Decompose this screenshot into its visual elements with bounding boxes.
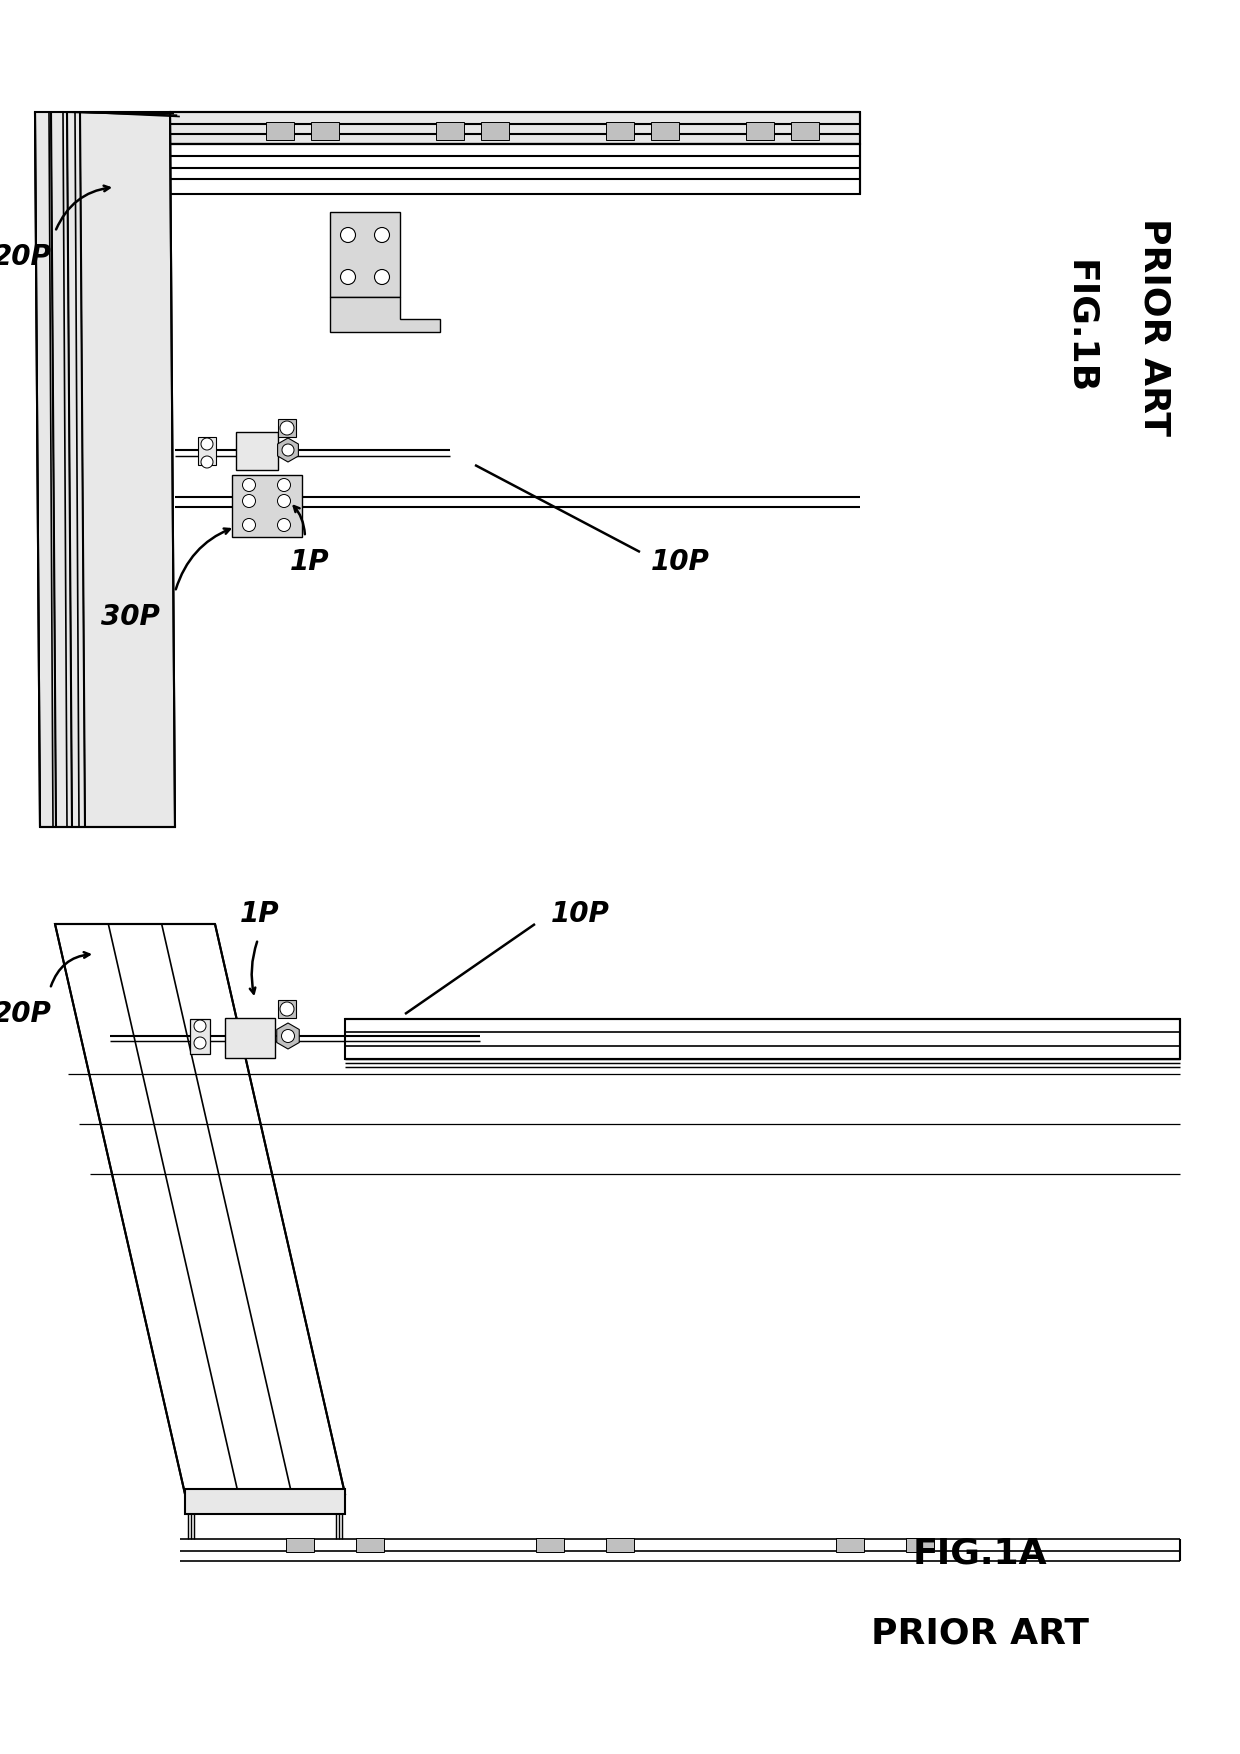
Circle shape — [243, 479, 255, 491]
Circle shape — [278, 479, 290, 491]
Text: 20P: 20P — [0, 244, 51, 272]
Text: 10P: 10P — [651, 547, 709, 575]
Text: 30P: 30P — [100, 603, 160, 631]
Circle shape — [243, 519, 255, 531]
Polygon shape — [190, 1019, 210, 1054]
Text: PRIOR ART: PRIOR ART — [1138, 217, 1172, 437]
Polygon shape — [236, 431, 278, 470]
Polygon shape — [606, 123, 634, 140]
Polygon shape — [436, 123, 464, 140]
Polygon shape — [536, 1538, 564, 1552]
Polygon shape — [170, 144, 861, 195]
Polygon shape — [278, 1000, 296, 1017]
Polygon shape — [224, 1017, 275, 1058]
Polygon shape — [791, 123, 818, 140]
Text: FIG.1B: FIG.1B — [1063, 260, 1097, 395]
Polygon shape — [55, 924, 345, 1494]
Circle shape — [341, 270, 356, 284]
Polygon shape — [286, 1538, 314, 1552]
Circle shape — [243, 495, 255, 507]
Polygon shape — [232, 475, 303, 537]
Text: 10P: 10P — [551, 900, 609, 928]
Polygon shape — [330, 212, 401, 296]
Polygon shape — [35, 112, 175, 826]
Polygon shape — [198, 437, 216, 465]
Polygon shape — [278, 419, 296, 437]
Circle shape — [374, 228, 389, 242]
Circle shape — [280, 1002, 294, 1016]
Text: 1P: 1P — [241, 900, 280, 928]
Polygon shape — [267, 123, 294, 140]
Circle shape — [201, 438, 213, 451]
Polygon shape — [906, 1538, 934, 1552]
Circle shape — [374, 270, 389, 284]
Circle shape — [193, 1037, 206, 1049]
Circle shape — [278, 495, 290, 507]
Circle shape — [281, 444, 294, 456]
Polygon shape — [185, 1489, 345, 1514]
Circle shape — [193, 1021, 206, 1031]
Polygon shape — [651, 123, 680, 140]
Polygon shape — [481, 123, 508, 140]
Polygon shape — [606, 1538, 634, 1552]
Text: PRIOR ART: PRIOR ART — [870, 1617, 1089, 1651]
Polygon shape — [311, 123, 339, 140]
Text: 1P: 1P — [290, 547, 330, 575]
Polygon shape — [356, 1538, 384, 1552]
Polygon shape — [278, 438, 299, 461]
Polygon shape — [330, 296, 440, 332]
Circle shape — [280, 421, 294, 435]
Polygon shape — [746, 123, 774, 140]
Circle shape — [341, 228, 356, 242]
Polygon shape — [277, 1023, 299, 1049]
Text: FIG.1A: FIG.1A — [913, 1537, 1048, 1572]
Circle shape — [281, 1030, 295, 1042]
Circle shape — [201, 456, 213, 468]
Text: 20P: 20P — [0, 1000, 51, 1028]
Polygon shape — [170, 112, 861, 144]
Polygon shape — [345, 1019, 1180, 1059]
Circle shape — [278, 519, 290, 531]
Polygon shape — [836, 1538, 864, 1552]
